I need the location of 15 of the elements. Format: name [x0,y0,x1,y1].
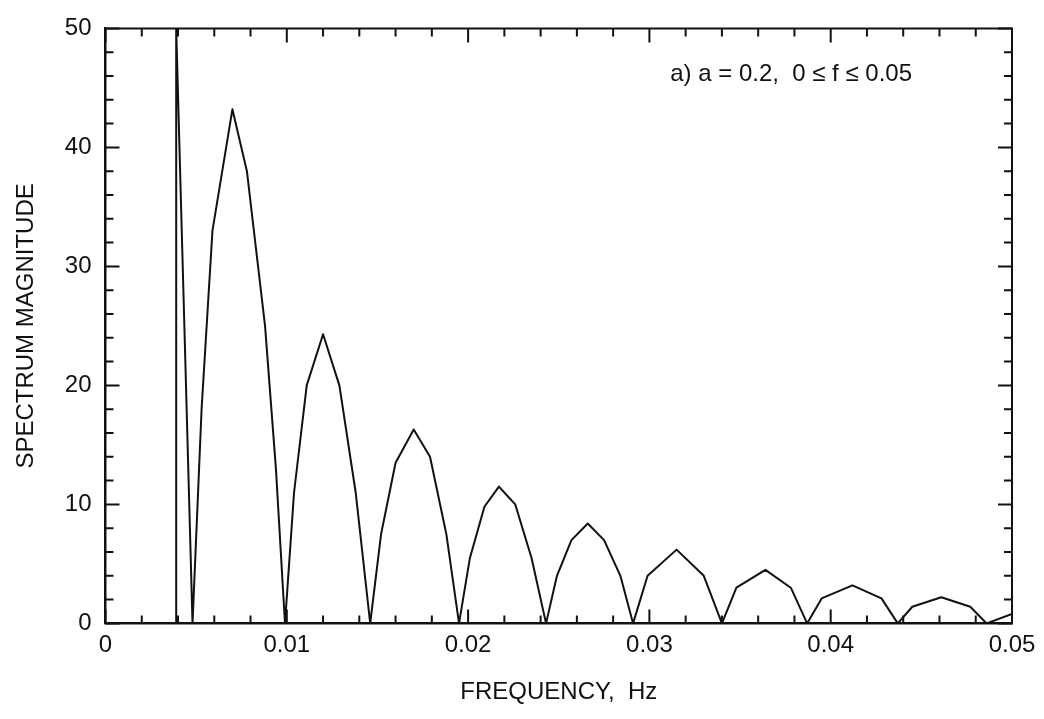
x-tick-label: 0.04 [807,630,855,658]
y-tick-label: 10 [64,489,92,517]
annotation: a) a = 0.2, 0 ≤ f ≤ 0.05 [670,59,912,87]
x-tick-label: 0 [98,630,113,658]
x-tick-label: 0.03 [626,630,673,658]
y-tick-label: 0 [78,608,92,636]
x-tick-label: 0.05 [988,630,1036,658]
x-axis-title: FREQUENCY, Hz [460,677,658,705]
x-tick-label: 0.02 [444,630,492,658]
x-tick-label: 0.01 [263,630,311,658]
y-tick-label: 30 [64,251,92,279]
y-tick-label: 40 [64,132,92,160]
y-tick-label: 50 [64,13,92,41]
y-axis-title: SPECTRUM MAGNITUDE [11,183,39,469]
y-tick-label: 20 [64,370,92,398]
